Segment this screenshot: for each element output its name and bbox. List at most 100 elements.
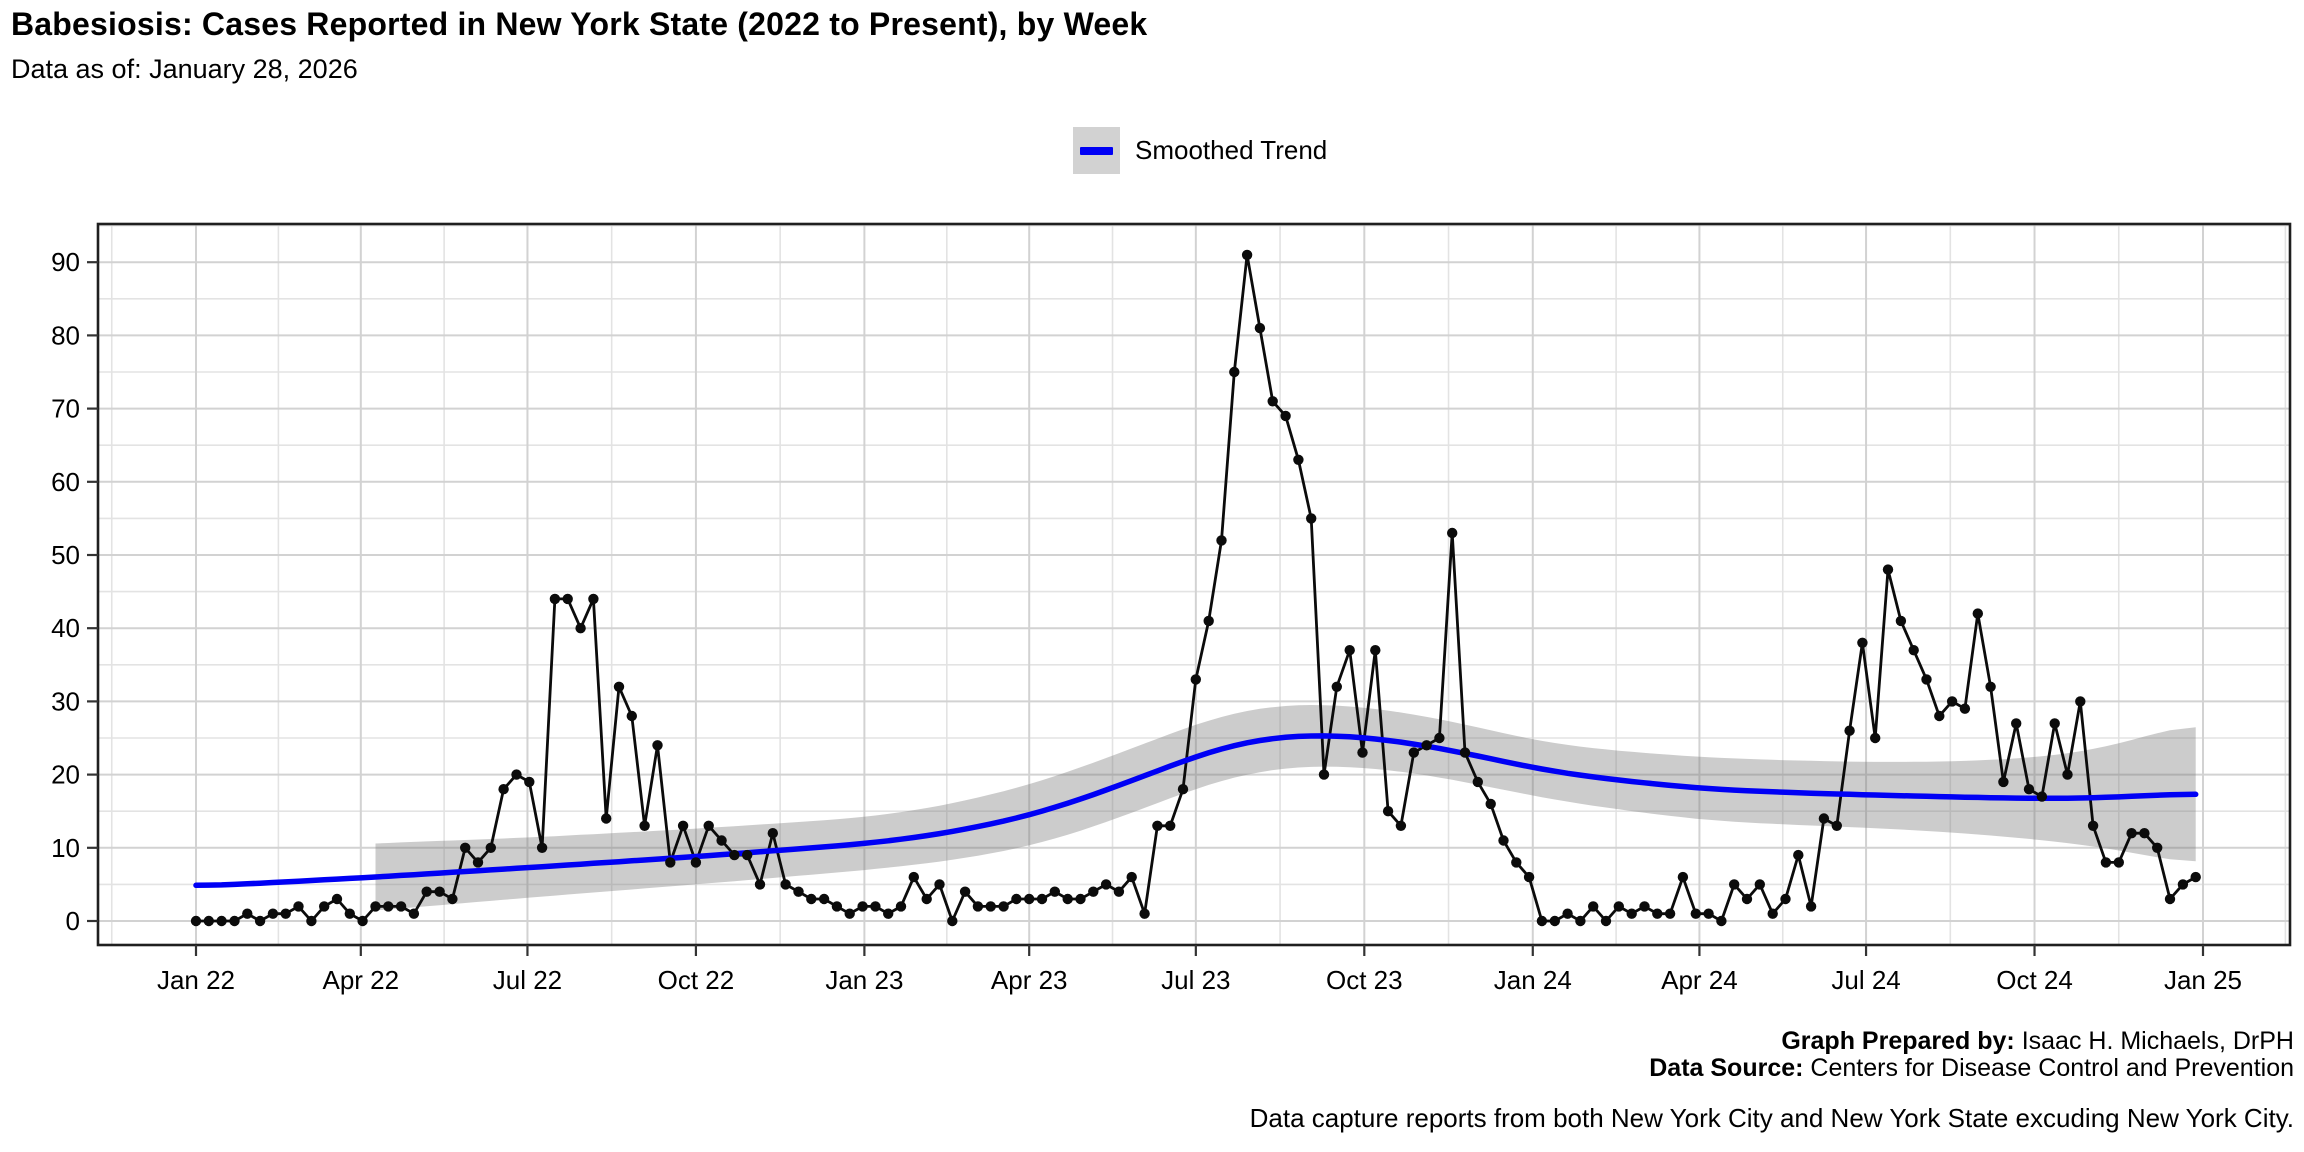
x-tick-label: Apr 22 [323,965,400,995]
data-point [1652,908,1663,919]
data-point [1395,820,1407,831]
data-point [831,901,843,912]
data-point [626,710,637,722]
data-point [2011,718,2022,729]
data-point [383,901,394,912]
data-point [780,879,791,890]
data-point [767,828,778,839]
data-point [2049,718,2060,729]
data-point [1639,901,1650,912]
data-point [267,908,279,919]
data-point [1511,857,1522,868]
data-point [883,908,894,919]
data-point [1113,886,1125,897]
data-point [1165,820,1176,831]
data-point [652,740,663,751]
y-tick-label: 90 [51,247,80,277]
data-point [472,857,484,868]
data-point [190,915,202,927]
data-point [959,886,971,897]
x-tick-label: Apr 23 [991,965,1068,995]
data-point [1805,901,1817,912]
data-point [1190,674,1202,685]
data-point [1600,915,1612,927]
data-point [1088,886,1099,897]
data-point [1562,908,1573,919]
legend: Smoothed Trend [1073,127,1327,174]
x-tick-label: Oct 23 [1326,965,1403,995]
data-point [1818,813,1830,824]
page-title: Babesiosis: Cases Reported in New York S… [11,6,1148,42]
data-point [1664,908,1676,919]
data-point [613,681,625,692]
x-tick-label: Jan 23 [825,965,903,995]
data-point [1716,915,1727,927]
data-point [1241,249,1253,261]
x-tick-label: Oct 24 [1996,965,2073,995]
data-point [1485,798,1496,810]
y-tick-label: 80 [51,320,80,350]
footer-prepared-line: Graph Prepared by: Isaac H. Michaels, Dr… [1649,1028,2294,1055]
legend-label: Smoothed Trend [1135,135,1328,165]
y-tick-label: 70 [51,394,80,424]
data-point [895,901,907,912]
data-point [421,886,432,897]
data-point [498,784,509,795]
data-point [2164,893,2176,905]
data-point [511,769,522,780]
data-point [677,820,689,831]
data-point [1895,615,1907,627]
data-point [1472,776,1484,788]
data-point [1023,893,1035,905]
data-point [1780,893,1791,905]
footer-note: Data capture reports from both New York … [1249,1103,2294,1133]
data-point [1203,615,1214,627]
data-point [575,623,586,634]
data-point [460,842,471,853]
data-point [1344,645,1355,656]
data-point [1831,820,1843,831]
data-point [203,915,214,927]
data-point [2126,828,2137,839]
data-point [639,820,650,831]
data-point [1459,747,1471,758]
y-tick-label: 30 [51,686,80,716]
data-point [2100,857,2112,868]
data-point [1934,710,1945,722]
data-point [1908,645,1919,656]
data-point [229,915,240,927]
data-point [1536,915,1548,927]
data-point [1139,908,1150,919]
data-point [1844,725,1855,736]
legend-key-box [1073,127,1120,174]
data-point [742,849,753,861]
data-point [549,593,561,605]
data-point [536,842,548,853]
data-point [1152,820,1163,831]
data-point [524,776,535,788]
data-point [793,886,804,897]
data-point [357,915,368,927]
data-point [344,908,355,919]
data-point [703,820,714,831]
data-point [1985,681,1996,692]
data-source-value: Centers for Disease Control and Preventi… [1803,1054,2294,1082]
y-tick-label: 60 [51,467,80,497]
data-point [921,893,932,905]
data-point [1523,871,1535,883]
data-point [1613,901,1625,912]
data-point [665,857,676,868]
data-point [1293,454,1304,465]
data-point [806,893,817,905]
panel-border [96,222,2292,947]
data-point [1921,674,1932,685]
x-tick-label: Jan 24 [1494,965,1572,995]
y-tick-label: 0 [66,906,80,936]
data-point [1036,893,1048,905]
data-point [1382,806,1394,817]
x-tick-label: Jul 24 [1831,965,1900,995]
data-point [306,915,317,927]
trend-line-icon [1080,146,1113,155]
data-point [690,857,702,868]
